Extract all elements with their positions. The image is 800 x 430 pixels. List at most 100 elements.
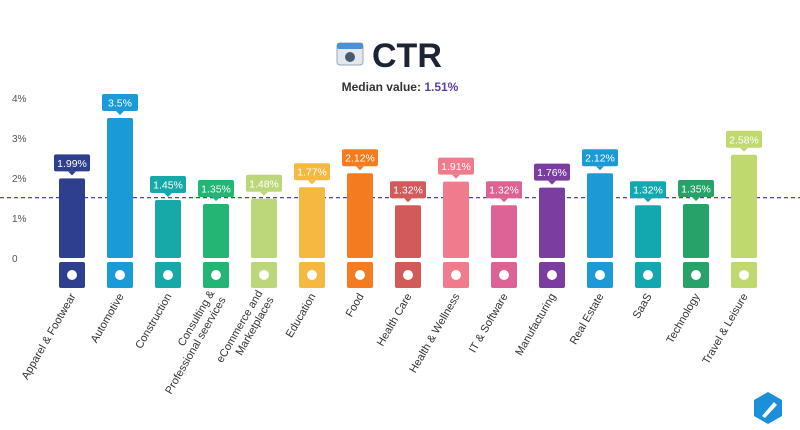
value-label-pointer [692, 197, 700, 201]
value-label: 1.45% [153, 180, 183, 192]
bar-group: 1.48% [246, 174, 282, 288]
median-text: Median value: [342, 80, 421, 94]
value-label: 1.91% [441, 161, 471, 173]
value-label-pointer [212, 197, 220, 201]
category-icon [451, 270, 461, 280]
category-icon [739, 270, 749, 280]
value-label-pointer [308, 180, 316, 185]
bar [203, 204, 229, 258]
value-label-box [582, 149, 618, 167]
value-label-box [150, 176, 186, 193]
bar-group: 2.58% [726, 130, 762, 288]
bar-group: 2.12% [582, 149, 618, 288]
bar [635, 205, 661, 258]
value-label-box [438, 157, 474, 175]
value-label-pointer [644, 198, 652, 203]
chart-title: CTR [372, 37, 442, 75]
value-label-pointer [452, 174, 460, 179]
bar-group: 1.77% [294, 163, 330, 288]
bar-group: 1.91% [438, 157, 474, 288]
x-tick-label: Real Estate [568, 292, 607, 347]
bar-group: 1.32% [486, 181, 522, 288]
x-tick-label: Automotive [89, 292, 127, 346]
value-label: 1.76% [537, 167, 567, 179]
bar-group: 1.35% [678, 180, 714, 288]
x-tick-label: Health & Wellness [407, 291, 462, 375]
value-label-pointer [596, 166, 604, 171]
category-icon [499, 270, 509, 280]
y-tick-label: 1% [12, 214, 27, 225]
category-icon [403, 270, 413, 280]
value-label-pointer [260, 191, 268, 196]
subtitle: Median value: 1.51% [342, 80, 459, 94]
value-label-pointer [164, 193, 172, 197]
value-label-box [54, 154, 90, 172]
bar-group: 1.76% [534, 163, 570, 288]
value-label-pointer [68, 171, 76, 176]
value-label-pointer [356, 166, 364, 171]
value-label-box [726, 130, 762, 148]
y-tick-label: 4% [12, 94, 27, 105]
bar-group: 1.45% [150, 176, 186, 288]
category-icon [211, 270, 221, 280]
bar [59, 178, 85, 258]
x-tick-label: Technology [664, 291, 702, 346]
value-label-pointer [740, 147, 748, 152]
value-label-box [102, 94, 138, 111]
value-label: 1.99% [57, 158, 87, 170]
bar [587, 173, 613, 258]
value-label-pointer [116, 111, 124, 115]
bar-group: 2.12% [342, 149, 378, 288]
value-label-pointer [404, 198, 412, 203]
y-tick-label: 3% [12, 134, 27, 145]
bar [347, 173, 373, 258]
value-label: 1.32% [393, 185, 423, 197]
bar-group: 1.35% [198, 180, 234, 288]
x-tick-label: IT & Software [467, 292, 511, 356]
bar [395, 205, 421, 258]
category-icon [355, 270, 365, 280]
title-icon [336, 42, 364, 66]
x-tick-label: Education [284, 292, 319, 340]
value-label-box [486, 181, 522, 199]
value-label: 1.32% [489, 185, 519, 197]
value-label: 1.77% [297, 167, 327, 179]
value-label: 2.12% [345, 153, 375, 165]
bar [443, 181, 469, 258]
x-tick-label: Travel & Leisure [700, 292, 750, 367]
category-icon [115, 270, 125, 280]
value-label-pointer [500, 198, 508, 203]
bar-group: 1.32% [390, 181, 426, 288]
value-label: 2.58% [729, 134, 759, 146]
category-icon [307, 270, 317, 280]
value-label-pointer [548, 180, 556, 185]
value-label: 1.35% [681, 184, 711, 196]
bar [107, 118, 133, 258]
category-icon [595, 270, 605, 280]
category-icon [259, 270, 269, 280]
value-label-box [678, 180, 714, 197]
bar [539, 187, 565, 258]
x-tick-label: Food [344, 292, 367, 320]
category-icon [163, 270, 173, 280]
bar [683, 204, 709, 258]
category-icon [67, 270, 77, 280]
category-icon [691, 270, 701, 280]
value-label: 3.5% [108, 98, 132, 110]
y-tick-label: 0 [12, 254, 18, 265]
logo [754, 392, 782, 424]
value-label: 1.48% [249, 178, 279, 190]
y-tick-label: 2% [12, 174, 27, 185]
category-icon [547, 270, 557, 280]
bar [491, 205, 517, 258]
value-label: 2.12% [585, 153, 615, 165]
bar [731, 154, 757, 258]
bar [251, 198, 277, 258]
bar [299, 187, 325, 258]
value-label-box [342, 149, 378, 167]
x-tick-label: Apparel & Footwear [20, 291, 79, 381]
x-tick-label: Manufacturing [513, 292, 558, 358]
value-label-box [534, 163, 570, 181]
value-label-box [294, 163, 330, 181]
bar-group: 1.32% [630, 181, 666, 288]
